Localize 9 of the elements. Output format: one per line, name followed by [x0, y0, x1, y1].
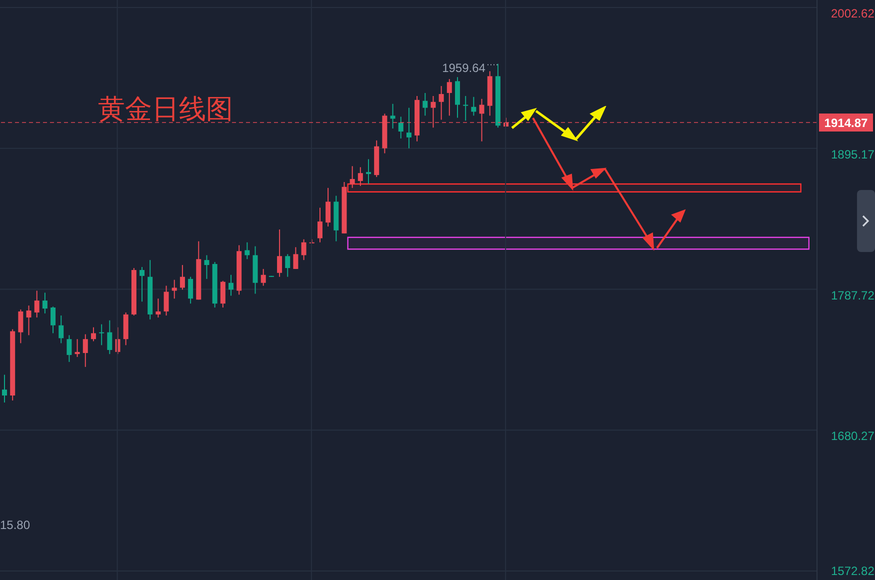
- text: 黄金日线图: [98, 93, 233, 127]
- y-tick-label: 1680.27: [831, 429, 875, 444]
- y-tick-label: 1895.17: [831, 147, 875, 162]
- y-tick-label: 1787.72: [831, 288, 875, 302]
- ref-line-label: 1914.87: [824, 116, 868, 130]
- y-tick-label: 1572.82: [831, 564, 875, 578]
- annotation: 15.80: [0, 518, 30, 532]
- y-tick-label: 2002.62: [831, 6, 875, 20]
- annotation: 1959.64: [442, 60, 486, 75]
